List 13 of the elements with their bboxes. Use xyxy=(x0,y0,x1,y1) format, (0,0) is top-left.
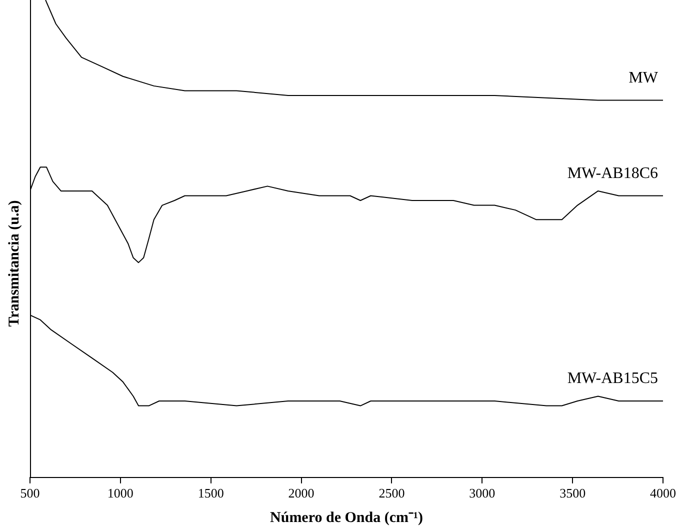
x-tick-label: 500 xyxy=(20,486,40,501)
y-axis-title: Transmitancia (u.a) xyxy=(6,199,24,329)
x-tick-label: 1000 xyxy=(107,486,134,501)
x-tick-label: 3500 xyxy=(560,486,586,501)
series-label: MW-AB18C6 xyxy=(567,164,658,182)
x-tick-label: 2500 xyxy=(378,486,405,501)
series-label: MW xyxy=(628,69,659,86)
series-label: MW-AB15C5 xyxy=(567,370,658,388)
x-axis-title: Número de Onda (cm⁻¹) xyxy=(270,510,423,526)
x-tick-label: 4000 xyxy=(650,486,676,501)
x-tick-label: 1500 xyxy=(198,486,224,501)
x-tick-label: 3000 xyxy=(469,486,496,501)
x-tick-label: 2000 xyxy=(288,486,314,501)
